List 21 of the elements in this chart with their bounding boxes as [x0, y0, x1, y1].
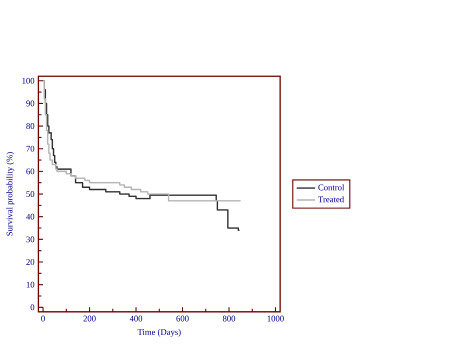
x-tick-label: 600	[176, 316, 189, 322]
y-tick-label: 50	[26, 191, 34, 197]
y-tick-label: 30	[26, 236, 34, 242]
x-tick-label: 0	[41, 316, 45, 322]
legend-label: Control	[318, 184, 344, 190]
x-tick-label: 800	[222, 316, 236, 322]
x-tick-label: 200	[83, 316, 96, 322]
x-tick-label: 400	[130, 316, 142, 322]
legend-label: Treated	[318, 196, 344, 202]
y-tick-label: 60	[26, 168, 34, 174]
y-tick-label: 80	[26, 123, 34, 129]
x-tick-label: 1000	[268, 316, 284, 322]
y-tick-label: 70	[26, 146, 34, 152]
y-tick-label: 20	[26, 259, 34, 265]
y-tick-label: 100	[22, 78, 34, 84]
y-tick-label: 0	[30, 304, 34, 310]
y-tick-label: 10	[26, 282, 34, 288]
x-axis-title: Time (Days)	[138, 328, 181, 337]
y-tick-label: 90	[26, 100, 34, 106]
y-axis-title: Survival probability (%)	[6, 152, 14, 236]
y-tick-label: 40	[26, 214, 34, 220]
